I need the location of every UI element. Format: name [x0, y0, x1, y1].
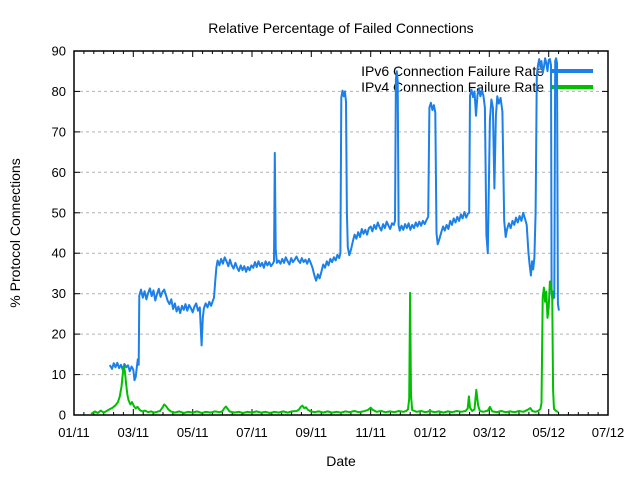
y-tick-label: 60 — [52, 165, 66, 180]
series-line-ipv4 — [90, 280, 559, 415]
y-tick-label: 10 — [52, 367, 66, 382]
plot-border — [73, 50, 609, 416]
y-tick-label: 0 — [59, 408, 66, 423]
y-tick-label: 40 — [52, 246, 66, 261]
y-tick-label: 90 — [52, 44, 66, 59]
x-tick-label: 01/11 — [58, 425, 90, 440]
y-tick-label: 20 — [52, 327, 66, 342]
x-tick-label: 11/11 — [355, 425, 386, 440]
x-axis-label: Date — [326, 453, 356, 469]
legend-line-sample-ipv6 — [551, 69, 593, 73]
y-tick-label: 70 — [52, 124, 66, 139]
legend-item-ipv6: IPv6 Connection Failure Rate — [361, 63, 593, 79]
chart-title: Relative Percentage of Failed Connection… — [208, 20, 474, 36]
x-tick-label: 07/12 — [592, 425, 625, 440]
x-tick-label: 03/12 — [473, 425, 506, 440]
y-tick-label: 50 — [52, 205, 66, 220]
x-tick-label: 01/12 — [414, 425, 447, 440]
series-line-ipv6 — [109, 57, 560, 382]
x-tick-label: 03/11 — [118, 425, 150, 440]
y-tick-label: 80 — [52, 84, 66, 99]
legend-line-sample-ipv4 — [551, 85, 593, 89]
legend-label-ipv6: IPv6 Connection Failure Rate — [361, 63, 544, 79]
x-tick-label: 05/12 — [532, 425, 565, 440]
x-tick-label: 07/11 — [236, 425, 268, 440]
legend: IPv6 Connection Failure Rate IPv4 Connec… — [361, 63, 593, 95]
y-tick-label: 30 — [52, 286, 66, 301]
x-tick-label: 05/11 — [177, 425, 209, 440]
x-tick-label: 09/11 — [296, 425, 328, 440]
